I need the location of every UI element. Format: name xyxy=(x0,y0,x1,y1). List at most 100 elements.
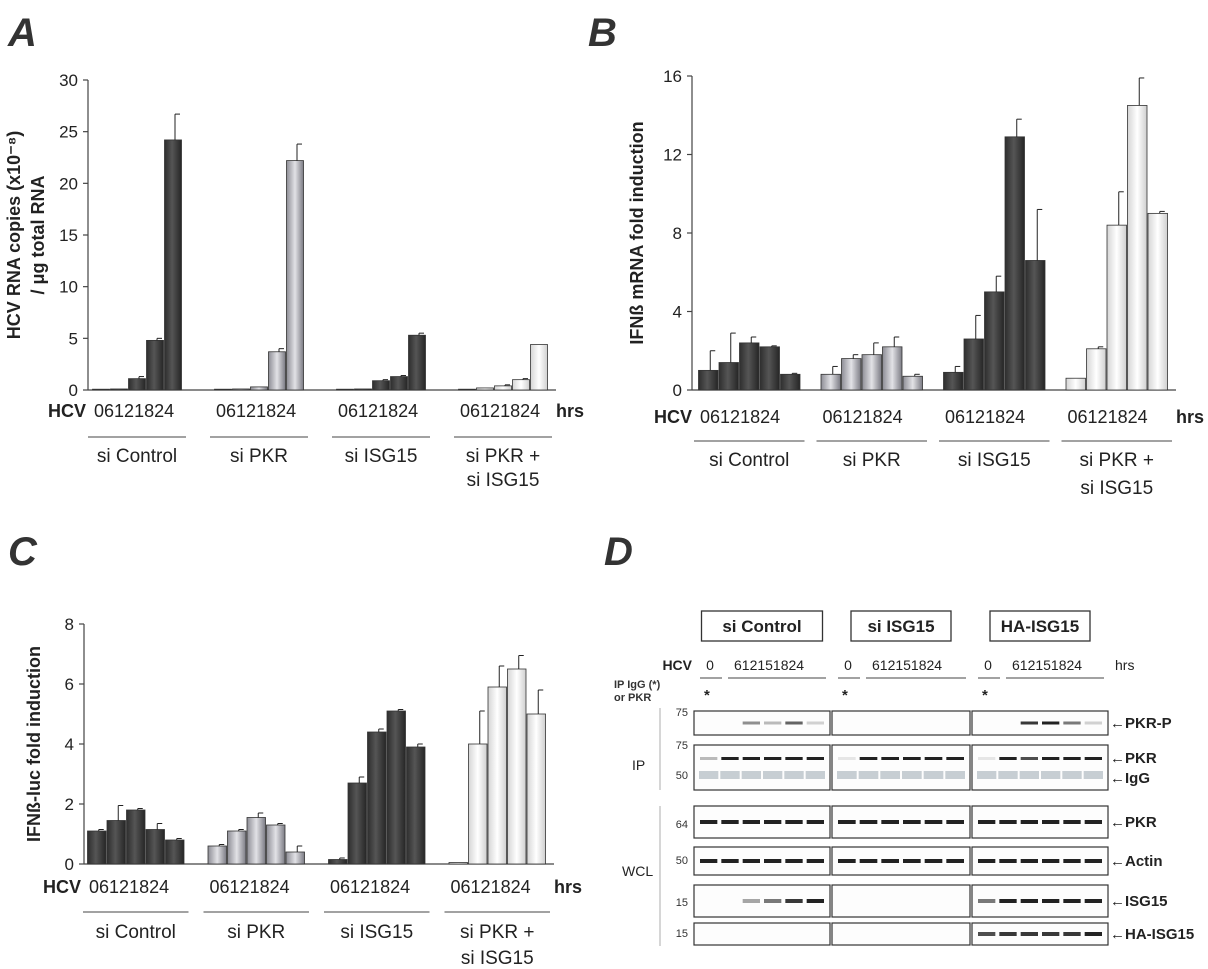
blot-band xyxy=(700,859,718,863)
blot-band xyxy=(785,757,803,760)
panel-letter-b: B xyxy=(588,11,617,55)
blot-band xyxy=(721,820,739,824)
blot-asterisk: * xyxy=(982,687,988,704)
bar xyxy=(285,851,305,865)
blot-band xyxy=(978,859,996,863)
bar xyxy=(494,385,512,391)
blot-asterisk: * xyxy=(842,687,848,704)
timepoint-label: 0 xyxy=(338,401,348,421)
blot-band xyxy=(721,757,739,760)
y-tick-label: 0 xyxy=(69,381,78,400)
blot-band xyxy=(1063,721,1081,725)
blot-band xyxy=(1084,859,1102,863)
bar xyxy=(126,809,146,865)
blot-hrs-label: hrs xyxy=(1115,657,1134,673)
group-label: si Control xyxy=(709,450,789,471)
bar xyxy=(861,354,882,391)
bar xyxy=(1065,377,1086,391)
timepoint-label: 12 xyxy=(358,401,378,421)
bar xyxy=(718,362,739,391)
y-tick-label: 15 xyxy=(59,226,78,245)
blot-box xyxy=(831,744,971,791)
blot-band-label: ←PKR xyxy=(1110,814,1157,831)
blot-box xyxy=(693,922,831,946)
timepoint-label: 12 xyxy=(350,877,370,897)
blot-band xyxy=(1020,820,1038,824)
blot-band xyxy=(881,757,899,760)
blot-band xyxy=(924,757,943,760)
blot-band xyxy=(903,859,921,863)
timepoint-label: 0 xyxy=(700,407,710,427)
timepoint-label: 24 xyxy=(149,877,169,897)
hcv-label: HCV xyxy=(43,877,81,897)
blot-band xyxy=(785,899,803,903)
bar-group xyxy=(1065,77,1168,391)
timepoint-labels: 06121824 xyxy=(94,401,174,421)
bar xyxy=(110,388,128,391)
y-tick-label: 8 xyxy=(65,615,74,634)
timepoint-label: 6 xyxy=(340,877,350,897)
bar xyxy=(227,830,247,865)
blot-row: 15 ←HA-ISG15 xyxy=(676,922,1194,946)
bar xyxy=(530,344,548,391)
timepoint-label: 18 xyxy=(740,407,760,427)
blot-row: 15 ←ISG15 xyxy=(676,884,1168,918)
blot-group-box xyxy=(700,610,824,642)
bar-group xyxy=(943,118,1046,391)
blot-band xyxy=(924,820,943,824)
blot-mw-marker: 15 xyxy=(676,928,688,940)
bar xyxy=(214,388,232,391)
y-tick-label: 25 xyxy=(59,123,78,142)
bar-group xyxy=(820,336,923,391)
y-tick-label: 0 xyxy=(65,855,74,874)
bar xyxy=(390,376,408,391)
bar xyxy=(1127,105,1148,391)
bar xyxy=(128,378,146,391)
y-tick-label: 4 xyxy=(673,303,682,322)
bar xyxy=(759,346,780,391)
bar xyxy=(246,817,266,865)
blot-band xyxy=(998,771,1018,779)
timepoint-label: 18 xyxy=(985,407,1005,427)
blot-band xyxy=(1020,899,1038,903)
blot-band xyxy=(721,859,739,863)
blot-band xyxy=(999,932,1017,936)
bar xyxy=(164,139,182,391)
blot-band xyxy=(785,859,803,863)
blot-band xyxy=(838,859,856,863)
blot-band xyxy=(999,899,1017,903)
blot-row: 50 ←Actin xyxy=(676,846,1163,876)
y-axis-label: IFNß mRNA fold induction xyxy=(627,121,647,344)
timepoint-label: 12 xyxy=(1088,407,1108,427)
y-axis-label: IFNß-luc fold induction xyxy=(24,646,44,842)
hcv-label: HCV xyxy=(48,401,86,421)
y-tick-label: 2 xyxy=(65,795,74,814)
blot-band xyxy=(1083,771,1103,779)
bar xyxy=(487,686,507,865)
timepoint-label: 0 xyxy=(451,877,461,897)
blot-band-label: ←PKR xyxy=(1110,750,1157,767)
blot-band xyxy=(764,757,782,760)
blot-band-label: ←ISG15 xyxy=(1110,893,1168,910)
timepoint-label: 18 xyxy=(134,401,154,421)
timepoint-label: 18 xyxy=(500,401,520,421)
group-label: si ISG15 xyxy=(958,450,1031,471)
bar-group xyxy=(92,113,182,391)
group-label: si PKR + xyxy=(466,446,540,467)
blot-mw-marker: 15 xyxy=(676,897,688,909)
y-tick-label: 0 xyxy=(673,381,682,400)
timepoint-label: 12 xyxy=(471,877,491,897)
blot-mw-marker: 64 xyxy=(676,819,688,831)
blot-row: 75 50 ←PKR ←IgG xyxy=(676,740,1157,791)
timepoint-label: 24 xyxy=(276,401,296,421)
blot-band xyxy=(1063,932,1081,936)
blot-band xyxy=(1062,771,1082,779)
blot-band xyxy=(1041,771,1061,779)
hrs-label: hrs xyxy=(1176,407,1204,427)
timepoint-labels: 06121824 xyxy=(945,407,1025,427)
bar xyxy=(820,373,841,391)
blot-band xyxy=(764,899,782,903)
blot-band xyxy=(946,859,964,863)
timepoint-label: 0 xyxy=(945,407,955,427)
blot-band xyxy=(977,771,997,779)
